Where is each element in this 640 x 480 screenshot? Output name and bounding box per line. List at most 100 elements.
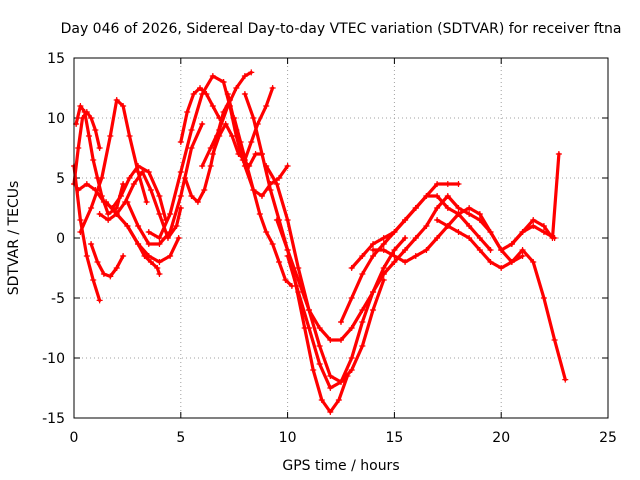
data-point xyxy=(135,223,142,229)
data-point xyxy=(126,133,133,139)
data-point xyxy=(487,247,494,253)
series-line xyxy=(350,194,493,270)
data-point xyxy=(77,229,84,235)
data-point xyxy=(434,193,441,199)
data-point xyxy=(391,229,398,235)
data-point xyxy=(359,307,366,313)
data-point xyxy=(154,265,161,271)
data-point xyxy=(273,181,280,187)
series-line xyxy=(382,194,525,276)
data-point xyxy=(77,217,84,223)
data-point xyxy=(139,169,146,175)
data-point xyxy=(145,241,152,247)
data-point xyxy=(380,235,387,241)
data-point xyxy=(276,259,283,265)
data-point xyxy=(177,169,184,175)
data-point xyxy=(269,241,276,247)
series-line xyxy=(435,218,567,382)
data-point xyxy=(143,199,150,205)
data-point xyxy=(455,229,462,235)
y-tick-label: 10 xyxy=(47,111,65,127)
data-point xyxy=(402,217,409,223)
data-point xyxy=(103,199,110,205)
data-point xyxy=(145,229,152,235)
data-point xyxy=(316,325,323,331)
chart-title: Day 046 of 2026, Sidereal Day-to-day VTE… xyxy=(61,21,622,37)
series-line xyxy=(125,122,204,246)
data-point xyxy=(370,253,377,259)
data-point xyxy=(476,217,483,223)
data-point xyxy=(316,361,323,367)
data-point xyxy=(156,271,163,277)
data-point xyxy=(466,205,473,211)
data-point xyxy=(263,229,270,235)
data-point xyxy=(348,325,355,331)
data-point xyxy=(100,271,107,277)
data-point xyxy=(241,73,248,79)
y-tick-label: 5 xyxy=(56,171,65,187)
data-point xyxy=(338,319,344,325)
y-tick-labels: -15 -10 -5 0 5 10 15 xyxy=(42,51,65,427)
x-axis-label: GPS time / hours xyxy=(282,458,399,474)
data-point xyxy=(250,115,257,121)
data-point xyxy=(167,253,174,259)
data-point xyxy=(284,253,291,259)
data-point xyxy=(519,247,526,253)
data-point xyxy=(88,115,95,121)
data-point xyxy=(444,193,451,199)
series-line xyxy=(147,74,226,240)
data-point xyxy=(130,181,137,187)
data-point xyxy=(519,229,526,235)
data-point xyxy=(466,235,473,241)
data-point xyxy=(209,103,216,109)
data-point xyxy=(402,259,409,265)
data-point xyxy=(455,205,462,211)
data-point xyxy=(412,235,419,241)
data-point xyxy=(222,121,229,127)
data-point xyxy=(135,241,142,247)
data-point xyxy=(434,181,441,187)
data-point xyxy=(434,235,441,241)
series-arc-26 xyxy=(380,193,526,277)
data-point xyxy=(540,223,547,229)
data-point xyxy=(370,307,377,313)
data-point xyxy=(83,253,90,259)
data-point xyxy=(92,127,99,133)
data-point xyxy=(359,319,366,325)
data-point xyxy=(77,103,84,109)
data-point xyxy=(207,163,214,169)
data-point xyxy=(348,295,355,301)
data-point xyxy=(327,373,334,379)
data-point xyxy=(327,385,334,391)
data-point xyxy=(113,97,120,103)
data-point xyxy=(105,211,112,217)
data-point xyxy=(81,109,88,115)
data-point xyxy=(107,133,114,139)
data-point xyxy=(199,163,206,169)
data-point xyxy=(113,211,120,217)
data-point xyxy=(338,337,344,343)
data-point xyxy=(244,163,251,169)
y-tick-label: 15 xyxy=(47,51,65,67)
data-point xyxy=(284,163,291,169)
data-point xyxy=(177,193,184,199)
data-point xyxy=(231,115,238,121)
data-point xyxy=(530,217,537,223)
data-point xyxy=(120,253,127,259)
data-point xyxy=(147,259,154,265)
data-point xyxy=(209,151,216,157)
data-point xyxy=(96,145,103,151)
data-point xyxy=(562,376,569,383)
data-point xyxy=(318,397,325,403)
data-point xyxy=(105,217,112,223)
data-point xyxy=(540,229,547,235)
x-tick-labels: 0 5 10 15 20 25 xyxy=(70,430,617,446)
data-point xyxy=(402,247,409,253)
data-point xyxy=(508,241,515,247)
x-tick-label: 10 xyxy=(279,430,297,446)
y-tick-label: -10 xyxy=(42,351,65,367)
data-point xyxy=(113,265,120,271)
data-point xyxy=(391,247,398,253)
data-point xyxy=(530,259,537,265)
data-point xyxy=(175,235,182,241)
